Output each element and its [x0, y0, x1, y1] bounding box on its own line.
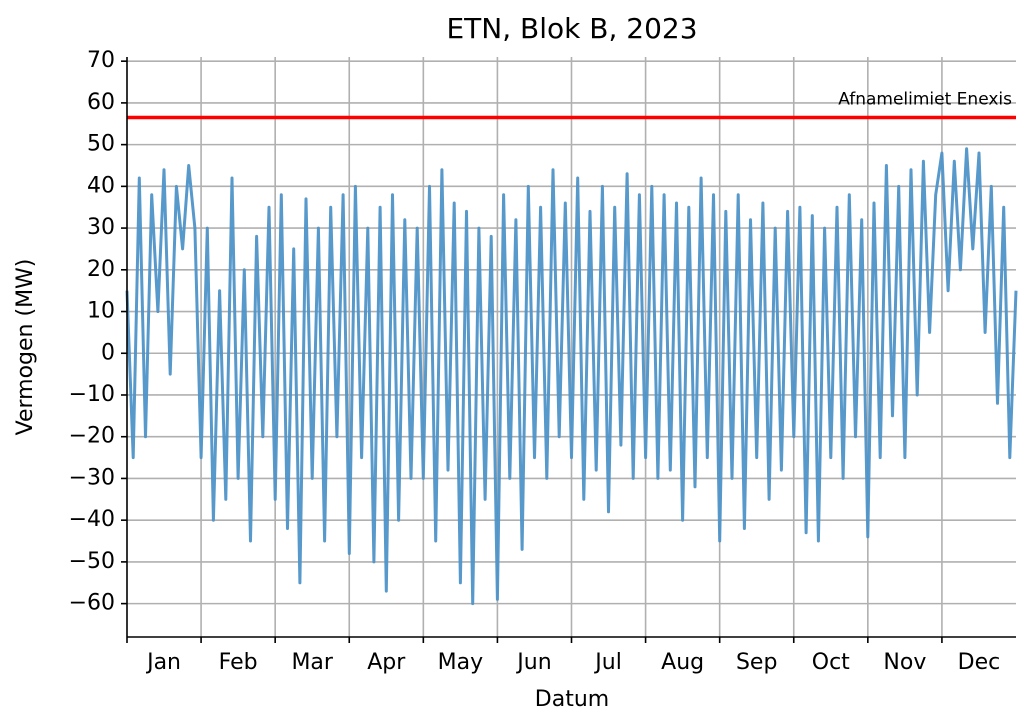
x-tick-label: Mar: [291, 650, 333, 675]
x-tick-label: Nov: [883, 650, 926, 675]
x-tick-label: Sep: [736, 650, 777, 675]
limit-label: Afnamelimiet Enexis: [838, 90, 1012, 110]
x-tick-label: Dec: [958, 650, 1001, 675]
y-tick-label: −60: [69, 591, 115, 616]
x-tick-label: Jun: [515, 650, 551, 675]
y-axis-label: Vermogen (MW): [13, 259, 38, 436]
x-tick-label: Feb: [219, 650, 258, 675]
y-tick-label: 10: [87, 299, 115, 324]
y-tick-label: −30: [69, 465, 115, 490]
y-tick-label: 30: [87, 215, 115, 240]
x-tick-label: Aug: [661, 650, 704, 675]
y-tick-label: 20: [87, 257, 115, 282]
y-tick-label: 60: [87, 90, 115, 115]
x-tick-label: Jan: [145, 650, 181, 675]
chart-title: ETN, Blok B, 2023: [446, 12, 697, 45]
data-line: [125, 147, 1018, 606]
y-tick-label: 70: [87, 48, 115, 73]
x-tick-label: Jul: [593, 650, 622, 675]
y-tick-label: −20: [69, 424, 115, 449]
x-tick-label: Oct: [812, 650, 850, 675]
y-tick-label: 40: [87, 173, 115, 198]
y-tick-label: −50: [69, 549, 115, 574]
x-tick-label: Apr: [367, 650, 406, 675]
y-tick-label: 50: [87, 132, 115, 157]
x-axis-label: Datum: [535, 687, 609, 712]
x-tick-label: May: [438, 650, 483, 675]
y-tick-label: 0: [101, 340, 115, 365]
y-tick-label: −10: [69, 382, 115, 407]
y-tick-label: −40: [69, 507, 115, 532]
